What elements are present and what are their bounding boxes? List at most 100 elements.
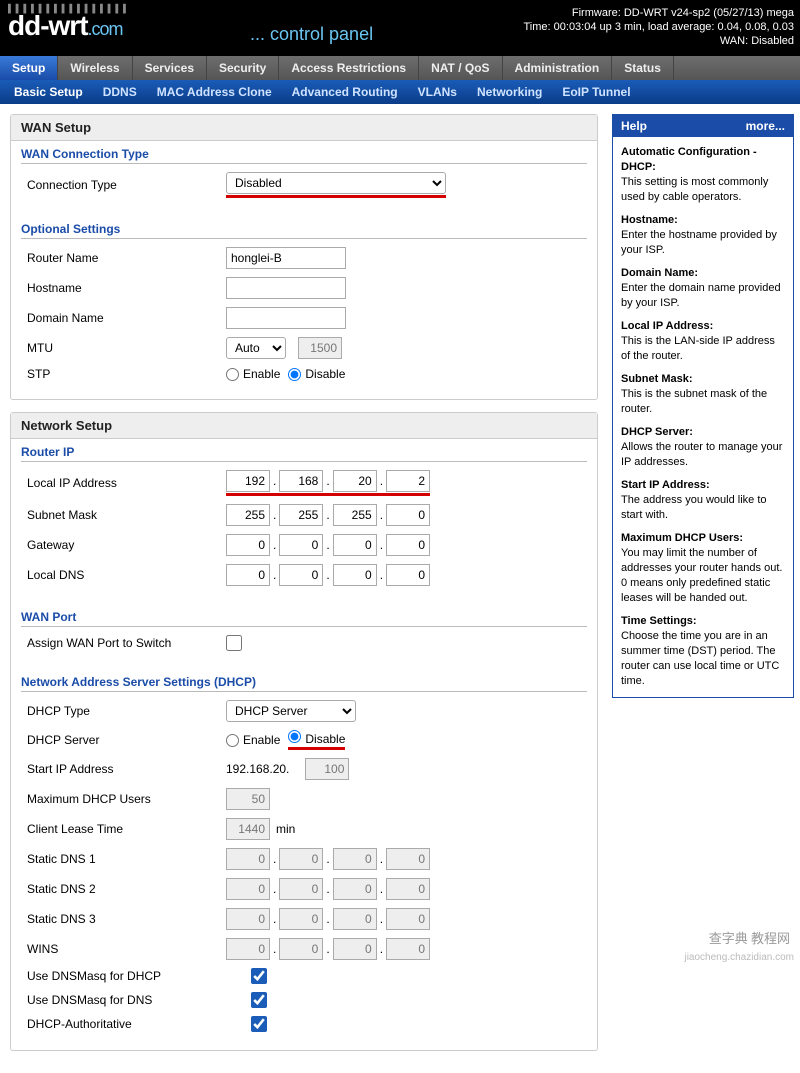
- help-body: Automatic Configuration - DHCP:This sett…: [613, 137, 793, 697]
- help-text: You may limit the number of addresses yo…: [621, 546, 785, 606]
- dns1-oct-2: [333, 848, 377, 870]
- assign-wan-label: Assign WAN Port to Switch: [21, 636, 226, 650]
- dns1-oct-3: [386, 848, 430, 870]
- gateway-oct-0[interactable]: [226, 534, 270, 556]
- local-dns-oct-2[interactable]: [333, 564, 377, 586]
- help-text: Enter the hostname provided by your ISP.: [621, 228, 785, 258]
- stp-enable-radio[interactable]: [226, 368, 239, 381]
- help-heading: DHCP Server:: [621, 425, 785, 440]
- local-dns-oct-1[interactable]: [279, 564, 323, 586]
- help-heading: Start IP Address:: [621, 478, 785, 493]
- router-name-input[interactable]: [226, 247, 346, 269]
- dns3-oct-1: [279, 908, 323, 930]
- dhcp-auth-checkbox[interactable]: [251, 1016, 267, 1032]
- subnet-oct-3[interactable]: [386, 504, 430, 526]
- subnet-oct-2[interactable]: [333, 504, 377, 526]
- sub-tab-eoip-tunnel[interactable]: EoIP Tunnel: [552, 80, 640, 104]
- gateway-oct-2[interactable]: [333, 534, 377, 556]
- dhcp-type-select[interactable]: DHCP Server: [226, 700, 356, 722]
- gateway-oct-3[interactable]: [386, 534, 430, 556]
- status-block: Firmware: DD-WRT v24-sp2 (05/27/13) mega…: [524, 6, 795, 48]
- dnsmasq-dns-label: Use DNSMasq for DNS: [21, 993, 251, 1007]
- dhcp-type-label: DHCP Type: [21, 704, 226, 718]
- optional-settings-header: Optional Settings: [21, 222, 587, 239]
- start-ip-input: [305, 758, 349, 780]
- assign-wan-checkbox[interactable]: [226, 635, 242, 651]
- dhcp-auth-label: DHCP-Authoritative: [21, 1017, 251, 1031]
- main-tab-services[interactable]: Services: [133, 56, 207, 80]
- domain-name-label: Domain Name: [21, 311, 226, 325]
- help-text: Enter the domain name provided by your I…: [621, 281, 785, 311]
- help-heading: Local IP Address:: [621, 319, 785, 334]
- sub-tab-advanced-routing[interactable]: Advanced Routing: [282, 80, 408, 104]
- dhcp-enable-label: Enable: [243, 733, 280, 747]
- local-dns-oct-3[interactable]: [386, 564, 430, 586]
- sub-tab-networking[interactable]: Networking: [467, 80, 552, 104]
- stp-disable-label: Disable: [305, 367, 345, 381]
- main-tab-nat-qos[interactable]: NAT / QoS: [419, 56, 502, 80]
- dns2-oct-1: [279, 878, 323, 900]
- dns1-oct-0: [226, 848, 270, 870]
- wan-setup-title: WAN Setup: [11, 115, 597, 141]
- help-more-link[interactable]: more...: [746, 119, 785, 133]
- watermark-text: 查字典 教程网: [705, 926, 794, 949]
- wins-oct-1: [279, 938, 323, 960]
- local-ip-oct-2[interactable]: [333, 470, 377, 492]
- local-ip-label: Local IP Address: [21, 476, 226, 490]
- dns1-label: Static DNS 1: [21, 852, 226, 866]
- help-text: This is the subnet mask of the router.: [621, 387, 785, 417]
- connection-type-label: Connection Type: [21, 178, 226, 192]
- main-tab-security[interactable]: Security: [207, 56, 279, 80]
- main-tab-wireless[interactable]: Wireless: [58, 56, 132, 80]
- dnsmasq-dhcp-label: Use DNSMasq for DHCP: [21, 969, 251, 983]
- local-ip-oct-0[interactable]: [226, 470, 270, 492]
- wins-label: WINS: [21, 942, 226, 956]
- dnsmasq-dhcp-checkbox[interactable]: [251, 968, 267, 984]
- sub-tab-vlans[interactable]: VLANs: [408, 80, 467, 104]
- network-setup-fieldset: Network Setup Router IP Local IP Address…: [10, 412, 598, 1051]
- sub-tab-mac-address-clone[interactable]: MAC Address Clone: [147, 80, 282, 104]
- main-tab-status[interactable]: Status: [612, 56, 674, 80]
- gateway-oct-1[interactable]: [279, 534, 323, 556]
- subtitle: ... control panel: [250, 24, 373, 45]
- wins-oct-2: [333, 938, 377, 960]
- local-ip-oct-3[interactable]: [386, 470, 430, 492]
- dns2-oct-3: [386, 878, 430, 900]
- domain-name-input[interactable]: [226, 307, 346, 329]
- dnsmasq-dns-checkbox[interactable]: [251, 992, 267, 1008]
- help-heading: Subnet Mask:: [621, 372, 785, 387]
- local-ip-oct-1[interactable]: [279, 470, 323, 492]
- dhcp-disable-radio[interactable]: [288, 730, 301, 743]
- wan-text: WAN: Disabled: [524, 34, 795, 48]
- dns3-label: Static DNS 3: [21, 912, 226, 926]
- stp-label: STP: [21, 367, 226, 381]
- network-setup-title: Network Setup: [11, 413, 597, 439]
- logo-suffix: .com: [88, 19, 123, 39]
- subnet-oct-0[interactable]: [226, 504, 270, 526]
- dns2-oct-2: [333, 878, 377, 900]
- dhcp-header: Network Address Server Settings (DHCP): [21, 675, 587, 692]
- main-tab-administration[interactable]: Administration: [503, 56, 613, 80]
- mtu-mode-select[interactable]: Auto: [226, 337, 286, 359]
- main-tab-setup[interactable]: Setup: [0, 56, 58, 80]
- wan-setup-fieldset: WAN Setup WAN Connection Type Connection…: [10, 114, 598, 400]
- hostname-input[interactable]: [226, 277, 346, 299]
- sub-tab-basic-setup[interactable]: Basic Setup: [4, 80, 93, 104]
- dns3-oct-2: [333, 908, 377, 930]
- dhcp-enable-radio[interactable]: [226, 734, 239, 747]
- time-text: Time: 00:03:04 up 3 min, load average: 0…: [524, 20, 795, 34]
- wins-oct-3: [386, 938, 430, 960]
- local-dns-oct-0[interactable]: [226, 564, 270, 586]
- mtu-label: MTU: [21, 341, 226, 355]
- stp-disable-radio[interactable]: [288, 368, 301, 381]
- main-tab-access-restrictions[interactable]: Access Restrictions: [279, 56, 419, 80]
- max-users-label: Maximum DHCP Users: [21, 792, 226, 806]
- help-heading: Automatic Configuration - DHCP:: [621, 145, 785, 175]
- sub-tab-ddns[interactable]: DDNS: [93, 80, 147, 104]
- connection-type-select[interactable]: Disabled: [226, 172, 446, 194]
- main-tabs: SetupWirelessServicesSecurityAccess Rest…: [0, 56, 800, 80]
- wan-port-header: WAN Port: [21, 610, 587, 627]
- help-text: The address you would like to start with…: [621, 493, 785, 523]
- lease-unit: min: [270, 822, 295, 836]
- subnet-oct-1[interactable]: [279, 504, 323, 526]
